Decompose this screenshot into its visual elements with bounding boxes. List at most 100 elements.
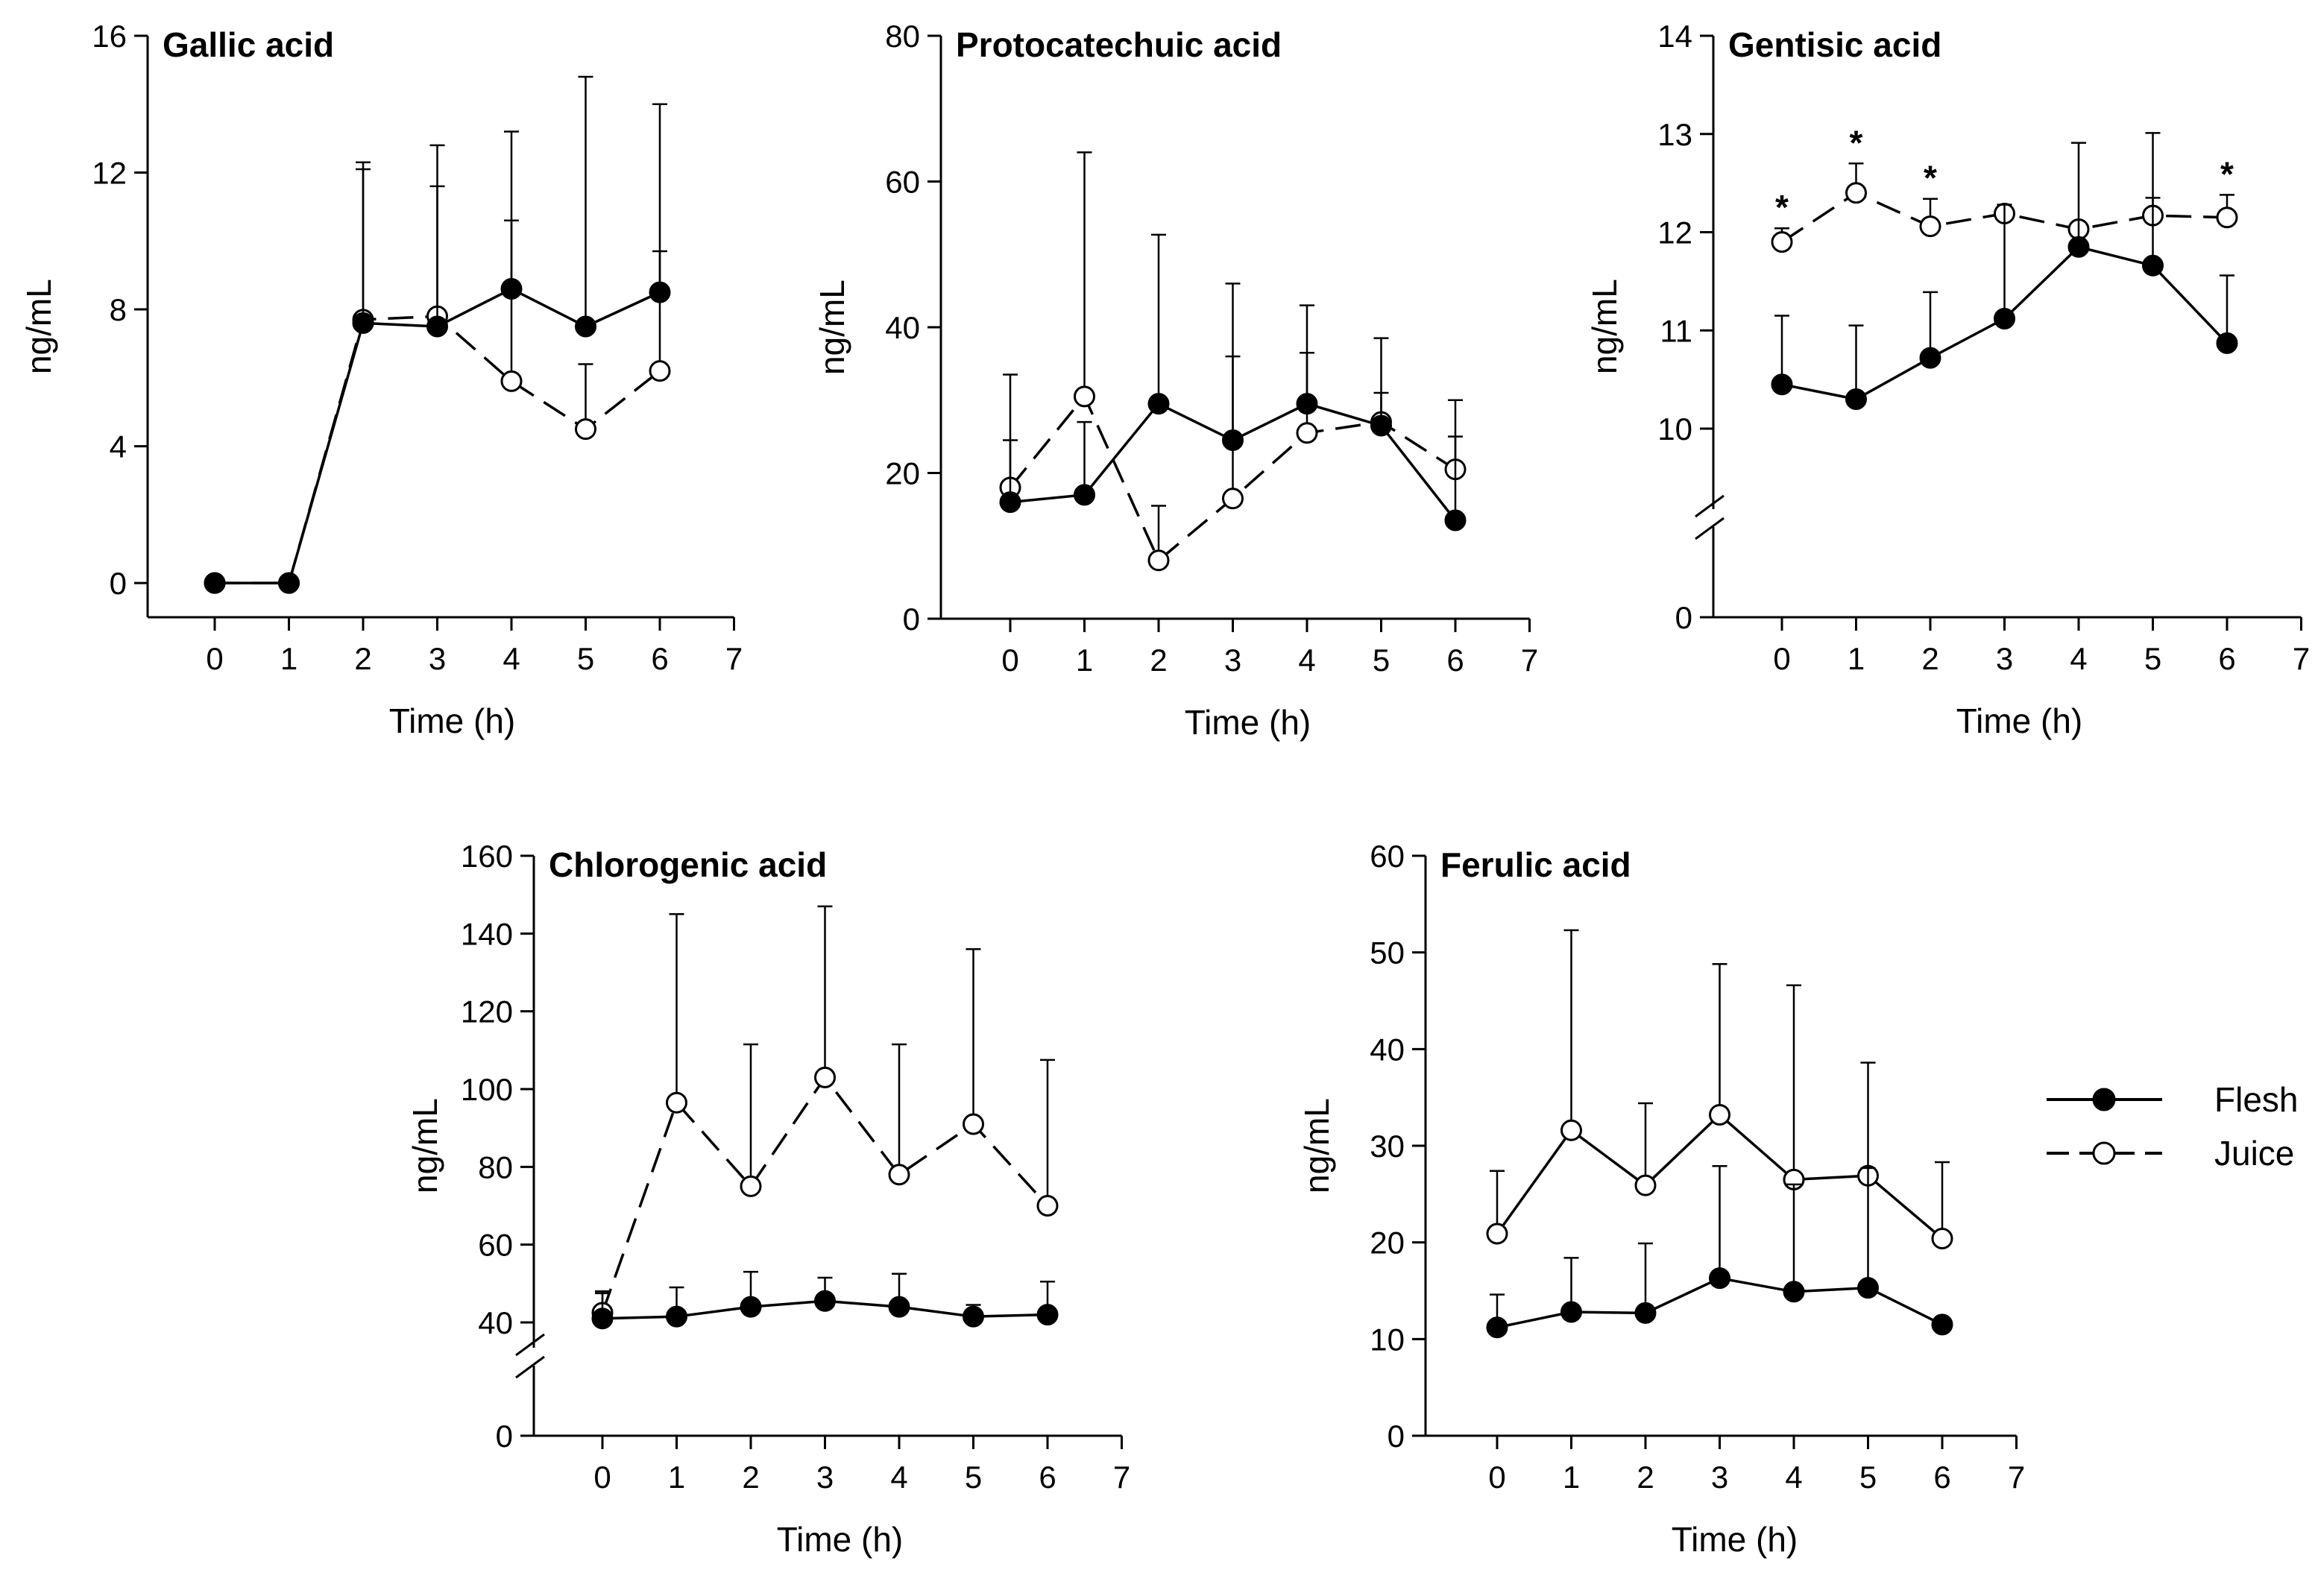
data-point-flesh	[963, 1305, 984, 1328]
axis-break-mark	[515, 1333, 545, 1357]
data-point-juice	[740, 1175, 762, 1197]
data-point-juice	[1222, 488, 1244, 510]
x-tick-label: 4	[890, 1460, 907, 1495]
data-point-flesh	[1370, 414, 1392, 437]
x-tick-label: 6	[1446, 643, 1464, 678]
data-point-flesh	[1147, 393, 1170, 415]
data-point-juice	[1296, 422, 1318, 444]
data-point-flesh	[649, 281, 671, 303]
data-point-flesh	[814, 1290, 836, 1312]
x-tick-label: 6	[1933, 1460, 1950, 1495]
y-axis-label: ng/mL	[1585, 279, 1624, 374]
x-tick-label: 4	[1785, 1460, 1802, 1495]
data-point-flesh	[426, 315, 448, 338]
panel-chlorogenic-acid: 0 40 60 80 100 120 140 160 0 1 2 3 4 5 6 7 Chlorogenic a…	[406, 839, 1130, 1559]
y-tick-label: 16	[92, 19, 127, 54]
x-tick-label: 2	[354, 641, 371, 676]
x-tick-label: 7	[1113, 1460, 1130, 1495]
significance-asterisk: *	[1850, 123, 1863, 162]
data-point-juice	[1919, 215, 1941, 238]
x-axis-label: Time (h)	[1185, 703, 1311, 742]
x-tick-label: 1	[1563, 1460, 1580, 1495]
y-tick-label: 40	[478, 1305, 513, 1340]
y-axis-label: ng/mL	[406, 1098, 444, 1193]
y-tick-label: 0	[496, 1419, 513, 1454]
legend-juice-symbol	[2047, 1141, 2162, 1165]
chart-title: Gentisic acid	[1728, 25, 1941, 64]
y-tick-label: 4	[110, 429, 127, 464]
y-tick-label: 60	[478, 1228, 513, 1263]
series-line-juice	[215, 315, 661, 584]
legend-flesh-symbol	[2047, 1088, 2162, 1111]
chart-title: Ferulic acid	[1440, 845, 1631, 884]
x-tick-label: 4	[2070, 641, 2087, 676]
x-tick-label: 3	[1224, 643, 1241, 678]
data-point-flesh	[1634, 1302, 1657, 1324]
data-point-juice	[1560, 1119, 1582, 1141]
y-tick-label: 60	[1370, 839, 1405, 874]
panel-protocatechuic-acid: 0 20 40 60 80 0 1 2 3 4 5 6 7 Protocatechuic acid Time…	[813, 19, 1538, 742]
x-axis-label: Time (h)	[777, 1520, 904, 1559]
data-point-flesh	[1994, 307, 2015, 329]
y-tick-label: 0	[1675, 600, 1692, 635]
chart-title: Chlorogenic acid	[549, 845, 827, 884]
data-point-flesh	[740, 1296, 762, 1318]
data-point-juice	[500, 370, 523, 392]
data-point-flesh	[1486, 1316, 1508, 1339]
legend-item-flesh: Flesh	[2043, 1073, 2299, 1126]
axis-break-mark	[1695, 517, 1725, 540]
y-tick-label: 100	[461, 1072, 513, 1107]
data-point-juice	[1036, 1195, 1059, 1217]
y-tick-label: 13	[1657, 117, 1692, 152]
data-point-juice	[649, 360, 671, 382]
legend-item-juice: Juice	[2043, 1127, 2296, 1179]
x-tick-label: 6	[2218, 641, 2235, 676]
y-tick-label: 30	[1370, 1129, 1405, 1164]
x-tick-label: 0	[1773, 641, 1790, 676]
chart-title: Gallic acid	[163, 25, 334, 64]
significance-asterisk: *	[2220, 154, 2234, 193]
x-tick-label: 0	[1001, 643, 1018, 678]
x-tick-label: 0	[593, 1460, 611, 1495]
y-tick-label: 11	[1660, 313, 1692, 348]
panel-ferulic-acid: 0 10 20 30 40 50 60 0 1 2 3 4 5 6 7 Ferulic acid Time (h…	[1297, 839, 2025, 1559]
data-point-flesh	[2067, 236, 2090, 258]
x-tick-label: 7	[2293, 641, 2310, 676]
x-tick-label: 0	[1488, 1460, 1505, 1495]
data-point-juice	[1074, 385, 1095, 408]
x-tick-label: 6	[651, 641, 668, 676]
x-tick-label: 1	[280, 641, 297, 676]
data-point-juice	[1486, 1223, 1508, 1245]
x-tick-label: 1	[668, 1460, 685, 1495]
y-tick-label: 10	[1657, 411, 1692, 447]
legend: Flesh Juice	[2043, 1073, 2299, 1185]
data-point-flesh	[1444, 509, 1467, 532]
y-axis-label: ng/mL	[1297, 1098, 1336, 1193]
y-tick-label: 10	[1370, 1322, 1405, 1357]
data-point-juice	[575, 418, 596, 441]
y-tick-label: 120	[461, 994, 513, 1029]
data-point-flesh	[999, 491, 1021, 514]
legend-label-juice: Juice	[2214, 1134, 2295, 1173]
x-tick-label: 5	[577, 641, 594, 676]
data-point-flesh	[1074, 484, 1095, 506]
legend-label-flesh: Flesh	[2214, 1080, 2299, 1119]
data-point-flesh	[1036, 1304, 1059, 1326]
data-point-juice	[1931, 1227, 1953, 1249]
x-tick-label: 7	[1521, 643, 1538, 678]
significance-asterisk: *	[1924, 159, 1937, 198]
y-tick-label: 20	[885, 456, 920, 491]
x-tick-label: 5	[2144, 641, 2161, 676]
y-tick-label: 12	[1657, 215, 1692, 250]
data-point-flesh	[1709, 1267, 1730, 1290]
y-tick-label: 40	[885, 310, 920, 345]
x-tick-label: 2	[742, 1460, 759, 1495]
x-tick-label: 7	[2008, 1460, 2025, 1495]
x-tick-label: 6	[1039, 1460, 1056, 1495]
x-tick-label: 7	[725, 641, 743, 676]
data-point-juice	[2216, 206, 2238, 229]
y-tick-label: 0	[110, 566, 127, 601]
x-tick-label: 4	[503, 641, 520, 676]
data-point-flesh	[2216, 332, 2238, 354]
